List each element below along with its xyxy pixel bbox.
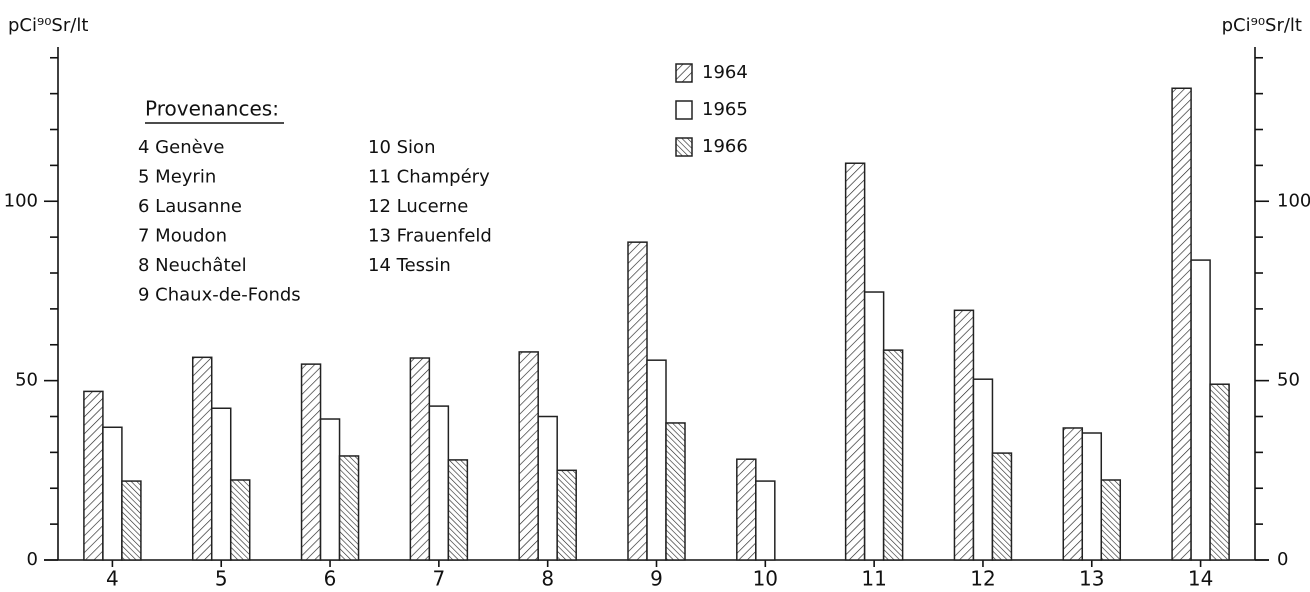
y-tick-label: 50: [15, 370, 38, 391]
bar: [665, 422, 686, 561]
x-tick-label: 9: [650, 567, 663, 591]
bar: [447, 459, 469, 561]
bar: [121, 480, 142, 561]
bar: [210, 407, 232, 561]
x-tick-label: 6: [324, 567, 337, 591]
x-tick-label: 14: [1188, 567, 1213, 591]
legend-label: 1965: [702, 99, 748, 120]
annotation-item: 9 Chaux-de-Fonds: [138, 285, 301, 306]
y2-tick-label: 100: [1277, 190, 1310, 211]
bar: [229, 479, 251, 561]
bar: [627, 241, 648, 561]
bar: [1100, 479, 1122, 561]
bar: [102, 426, 123, 561]
annotation-item: 10 Sion: [368, 137, 435, 158]
bar: [300, 363, 322, 561]
annotation-item: 4 Genève: [138, 137, 224, 158]
annotation-item: 6 Lausanne: [138, 196, 242, 217]
y2-axis-label: pCi⁹⁰Sr/lt: [1222, 15, 1302, 36]
x-tick-label: 8: [541, 567, 554, 591]
bar: [1209, 383, 1230, 561]
x-tick-label: 13: [1079, 567, 1104, 591]
annotation-item: 5 Meyrin: [138, 167, 216, 188]
annotation-title: Provenances:: [145, 97, 279, 121]
x-tick-label: 7: [432, 567, 445, 591]
bar: [755, 480, 776, 561]
legend-label: 1966: [702, 136, 748, 157]
bar: [191, 356, 213, 561]
bar: [428, 405, 450, 561]
annotation-item: 7 Moudon: [138, 226, 227, 247]
bar: [537, 415, 558, 561]
legend-swatch: [675, 100, 693, 120]
x-tick-label: 12: [970, 567, 995, 591]
bar: [972, 378, 994, 561]
bar: [338, 455, 360, 561]
bar: [882, 349, 904, 561]
bar: [991, 452, 1013, 561]
legend-label: 1964: [702, 62, 748, 83]
bar: [863, 291, 885, 561]
y2-tick-label: 0: [1277, 549, 1288, 570]
annotation-item: 12 Lucerne: [368, 196, 468, 217]
annotation-item: 13 Frauenfeld: [368, 226, 492, 247]
y-tick-label: 100: [4, 190, 38, 211]
y2-tick-label: 50: [1277, 370, 1300, 391]
legend-swatch: [675, 63, 693, 83]
bar: [556, 469, 577, 561]
bar: [409, 357, 431, 561]
bar: [1190, 259, 1211, 561]
bar: [83, 390, 104, 561]
annotation-item: 8 Neuchâtel: [138, 255, 247, 276]
x-tick-label: 10: [753, 567, 778, 591]
annotation-item: 11 Champéry: [368, 167, 490, 188]
x-tick-label: 11: [861, 567, 886, 591]
bar: [518, 351, 539, 561]
annotation-item: 14 Tessin: [368, 255, 451, 276]
y-tick-label: 0: [27, 549, 38, 570]
x-tick-label: 5: [215, 567, 228, 591]
bar: [844, 162, 866, 561]
legend-swatch: [675, 137, 693, 157]
x-tick-label: 4: [106, 567, 119, 591]
bar: [1081, 432, 1103, 561]
bar: [646, 359, 667, 561]
bar: [736, 458, 757, 561]
bar: [319, 418, 341, 561]
y-axis-label: pCi⁹⁰Sr/lt: [8, 15, 88, 36]
bar: [1062, 427, 1084, 561]
bar: [1171, 87, 1192, 561]
bar: [953, 309, 975, 561]
